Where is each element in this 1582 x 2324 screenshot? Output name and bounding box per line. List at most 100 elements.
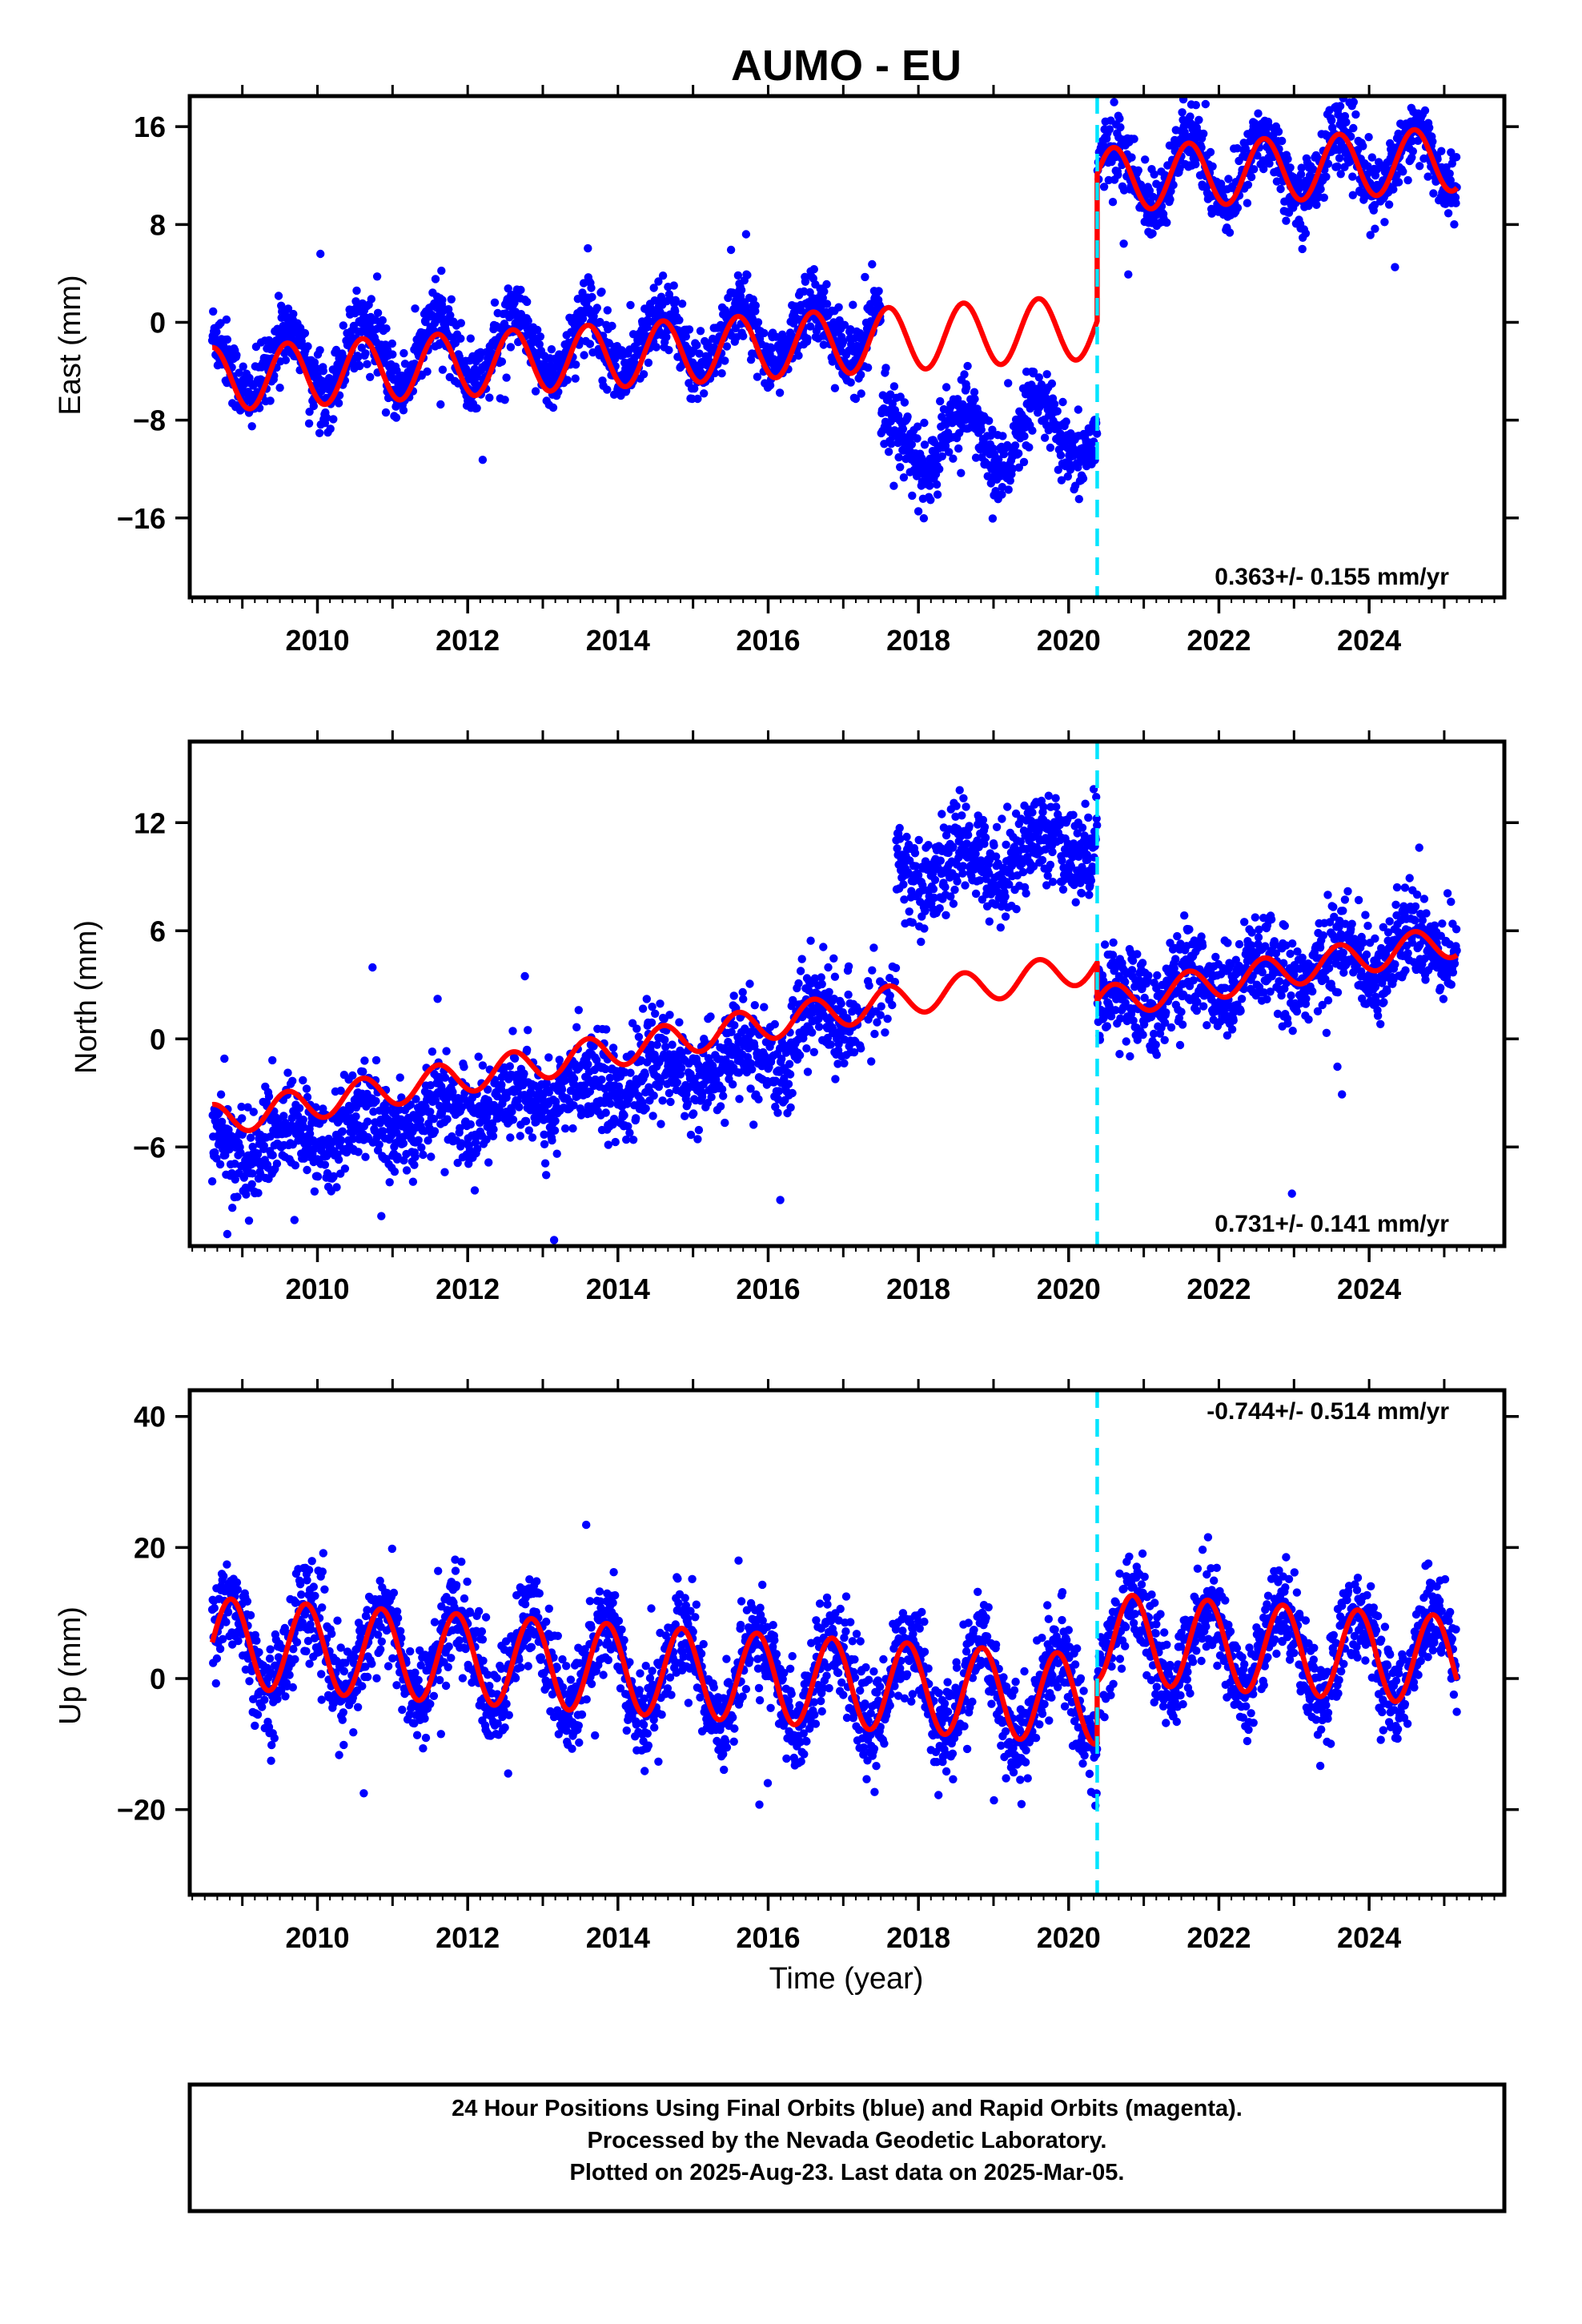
data-point: [207, 1177, 217, 1186]
data-point: [913, 870, 923, 880]
data-point: [523, 297, 532, 307]
data-point: [970, 388, 979, 396]
data-point: [794, 979, 803, 988]
data-point: [493, 1114, 502, 1123]
data-point: [665, 346, 673, 355]
data-point: [399, 406, 408, 415]
data-point: [1450, 220, 1459, 229]
data-point: [220, 1054, 229, 1063]
x-tick-label: 2016: [736, 624, 800, 657]
data-point: [320, 1160, 330, 1169]
data-point: [883, 1015, 892, 1023]
data-point: [1054, 465, 1063, 474]
data-point: [1265, 159, 1274, 168]
data-point: [881, 364, 890, 372]
data-point: [396, 1073, 404, 1082]
data-point: [531, 387, 540, 396]
data-point: [361, 1152, 370, 1161]
data-point: [1074, 405, 1083, 414]
data-point: [649, 1091, 658, 1100]
data-point: [693, 394, 702, 404]
data-point: [372, 272, 382, 281]
data-point: [588, 292, 596, 302]
data-point: [1130, 135, 1138, 143]
data-point: [506, 1133, 515, 1142]
data-point: [825, 987, 833, 997]
data-point: [819, 340, 828, 349]
data-point: [560, 1124, 570, 1133]
data-point: [797, 955, 806, 963]
data-point: [310, 1187, 319, 1196]
data-point: [337, 1136, 346, 1145]
data-point: [746, 356, 756, 364]
data-point: [242, 1190, 251, 1199]
data-point: [426, 1108, 435, 1116]
data-point: [310, 358, 319, 367]
data-point: [1208, 162, 1217, 171]
data-point: [719, 1092, 728, 1100]
data-point: [910, 849, 920, 858]
data-point: [716, 1102, 725, 1111]
data-point: [482, 1135, 491, 1144]
data-point: [727, 1027, 736, 1037]
data-point: [259, 1141, 268, 1151]
data-point: [1127, 153, 1136, 162]
data-point: [338, 1127, 347, 1136]
data-point: [628, 1136, 638, 1144]
data-point: [1286, 163, 1295, 172]
data-point: [585, 340, 595, 348]
data-point: [264, 1092, 274, 1101]
data-point: [877, 1002, 885, 1011]
data-point: [765, 381, 775, 390]
data-point: [411, 304, 420, 313]
data-point: [772, 332, 781, 341]
data-point: [388, 350, 397, 359]
data-point: [773, 1108, 782, 1117]
data-point: [473, 1144, 482, 1153]
data-point: [1243, 180, 1253, 189]
data-point: [589, 1042, 598, 1051]
data-point: [962, 383, 971, 392]
data-point: [988, 425, 997, 434]
data-point: [538, 1091, 548, 1100]
data-point: [796, 967, 805, 975]
data-point: [520, 971, 529, 981]
data-point: [392, 366, 401, 375]
data-point: [666, 1097, 675, 1107]
data-point: [1262, 128, 1271, 138]
data-point: [548, 1136, 556, 1145]
data-point: [232, 351, 241, 360]
data-point: [837, 999, 845, 1008]
data-point: [868, 966, 877, 975]
data-point: [303, 1092, 312, 1102]
data-point: [964, 830, 973, 839]
data-point: [826, 1040, 835, 1049]
data-point: [377, 1212, 386, 1220]
data-point: [238, 1114, 247, 1123]
data-point: [794, 351, 803, 360]
data-point: [1108, 198, 1118, 207]
data-point: [1335, 154, 1344, 163]
data-point: [569, 1101, 578, 1110]
data-point: [231, 1175, 239, 1184]
data-point: [863, 363, 873, 372]
data-point: [981, 833, 990, 842]
data-point: [1298, 244, 1307, 254]
data-point: [1419, 154, 1428, 163]
data-point: [665, 1088, 674, 1098]
data-point: [406, 1100, 415, 1109]
y-tick-label: −16: [117, 502, 166, 535]
data-point: [1335, 102, 1345, 111]
data-point: [802, 1044, 811, 1053]
data-point: [985, 917, 994, 926]
data-point: [870, 1029, 879, 1039]
data-point: [988, 514, 998, 523]
data-point: [1050, 400, 1059, 408]
data-point: [313, 1172, 323, 1181]
data-point: [624, 1122, 632, 1131]
data-point: [402, 1166, 412, 1175]
data-point: [829, 954, 838, 963]
data-point: [1114, 171, 1122, 179]
data-point: [706, 1012, 715, 1021]
data-point: [375, 1140, 383, 1149]
